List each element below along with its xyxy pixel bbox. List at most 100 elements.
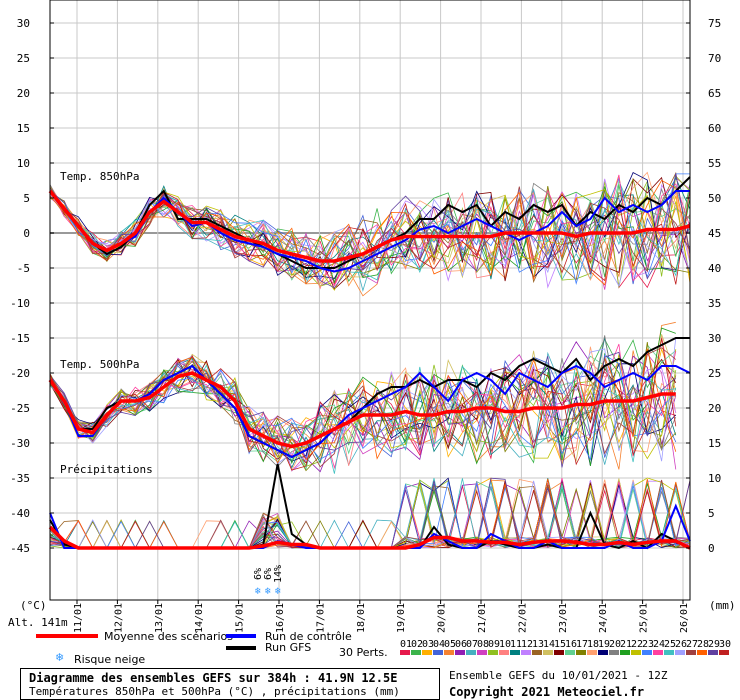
member-legend-label: 24 (653, 639, 665, 650)
snowflake-icon: ❄ (275, 586, 282, 597)
legend-mean-label: Moyenne des scénarios (104, 630, 233, 643)
member-legend-swatch (554, 650, 564, 655)
legend-perts-label: 30 Perts. (339, 646, 388, 659)
x-tick-label: 15/01 (235, 603, 246, 633)
member-legend-label: 08 (477, 639, 489, 650)
member-legend-swatch (598, 650, 608, 655)
member-legend-swatch (664, 650, 674, 655)
left-tick-label: -45 (10, 542, 30, 555)
legend: 0102030405060708091011121314151617181920… (400, 639, 731, 655)
right-tick-label: 15 (708, 437, 721, 450)
member-legend-swatch (455, 650, 465, 655)
right-tick-label: 5 (708, 507, 715, 520)
member-legend-label: 07 (466, 639, 478, 650)
member-legend-label: 23 (642, 639, 654, 650)
x-tick-label: 25/01 (639, 603, 650, 633)
member-legend-swatch (675, 650, 685, 655)
member-legend-label: 11 (510, 639, 522, 650)
altitude-label: Alt. 141m (8, 616, 68, 629)
right-tick-label: 30 (708, 332, 721, 345)
left-tick-label: -40 (10, 507, 30, 520)
member-legend-swatch (719, 650, 729, 655)
right-tick-label: 50 (708, 192, 721, 205)
left-tick-label: 20 (17, 87, 30, 100)
x-tick-label: 17/01 (315, 603, 326, 633)
member-legend-label: 02 (411, 639, 423, 650)
chart-title-box: Diagramme des ensembles GEFS sur 384h : … (20, 668, 440, 700)
member-legend-label: 21 (620, 639, 632, 650)
snowflake-icon: ❄ (55, 651, 65, 664)
mean-t850-line (48, 189, 691, 263)
left-tick-label: 30 (17, 17, 30, 30)
right-tick-label: 40 (708, 262, 721, 275)
chart-title: Diagramme des ensembles GEFS sur 384h : … (29, 671, 398, 685)
member-legend-label: 28 (697, 639, 709, 650)
member-legend-swatch (532, 650, 542, 655)
member-legend-swatch (466, 650, 476, 655)
left-tick-label: 10 (17, 157, 30, 170)
mean-t500-line (48, 371, 676, 449)
member-legend-label: 27 (686, 639, 698, 650)
member-legend-label: 12 (521, 639, 533, 650)
member-legend-label: 30 (719, 639, 731, 650)
member-legend-swatch (510, 650, 520, 655)
legend-control-label: Run de contrôle (265, 630, 352, 643)
right-unit-label: (mm) (709, 599, 736, 612)
member-legend-swatch (708, 650, 718, 655)
snow-risk-label: 6% (253, 568, 264, 580)
member-legend-label: 16 (565, 639, 577, 650)
member-legend-swatch (697, 650, 707, 655)
panel-label-precip: Précipitations (60, 463, 153, 476)
left-unit-label: (°C) (20, 599, 47, 612)
x-tick-label: 21/01 (477, 603, 488, 633)
left-tick-label: -5 (17, 262, 30, 275)
right-tick-label: 10 (708, 472, 721, 485)
member-t500-line (49, 338, 677, 471)
member-legend-label: 04 (433, 639, 445, 650)
member-legend-label: 05 (444, 639, 456, 650)
left-tick-label: -25 (10, 402, 30, 415)
member-legend-label: 09 (488, 639, 500, 650)
chart-subtitle: Températures 850hPa et 500hPa (°C) , pré… (29, 685, 400, 698)
right-tick-label: 75 (708, 17, 721, 30)
member-legend-swatch (543, 650, 553, 655)
member-legend-label: 22 (631, 639, 643, 650)
right-tick-label: 20 (708, 402, 721, 415)
x-tick-label: 14/01 (194, 603, 205, 633)
member-legend-label: 06 (455, 639, 467, 650)
member-t500-line (49, 363, 677, 466)
x-tick-label: 12/01 (113, 603, 124, 633)
left-tick-label: 0 (23, 227, 30, 240)
x-tick-label: 13/01 (154, 603, 165, 633)
member-legend-swatch (488, 650, 498, 655)
run-info: Ensemble GEFS du 10/01/2021 - 12Z (449, 669, 668, 682)
member-legend-label: 13 (532, 639, 544, 650)
member-t500-line (49, 357, 677, 458)
legend-gfs-label: Run GFS (265, 641, 312, 654)
member-legend-swatch (565, 650, 575, 655)
left-tick-label: 25 (17, 52, 30, 65)
member-legend-label: 15 (554, 639, 566, 650)
member-legend-swatch (499, 650, 509, 655)
member-legend-swatch (587, 650, 597, 655)
member-legend-label: 03 (422, 639, 434, 650)
member-legend-label: 29 (708, 639, 720, 650)
member-legend-swatch (620, 650, 630, 655)
snowflake-icon: ❄ (255, 586, 262, 597)
left-tick-label: 15 (17, 122, 30, 135)
member-legend-swatch (422, 650, 432, 655)
snow-risk-label: 14% (273, 565, 284, 583)
member-legend-swatch (477, 650, 487, 655)
right-tick-label: 55 (708, 157, 721, 170)
right-tick-label: 45 (708, 227, 721, 240)
panel-label-t850: Temp. 850hPa (60, 170, 139, 183)
member-legend-label: 19 (598, 639, 610, 650)
member-legend-swatch (609, 650, 619, 655)
right-tick-label: 60 (708, 122, 721, 135)
member-legend-label: 18 (587, 639, 599, 650)
left-tick-label: -15 (10, 332, 30, 345)
plot-background (50, 0, 690, 600)
left-tick-label: -35 (10, 472, 30, 485)
plot-frame (49, 0, 691, 601)
